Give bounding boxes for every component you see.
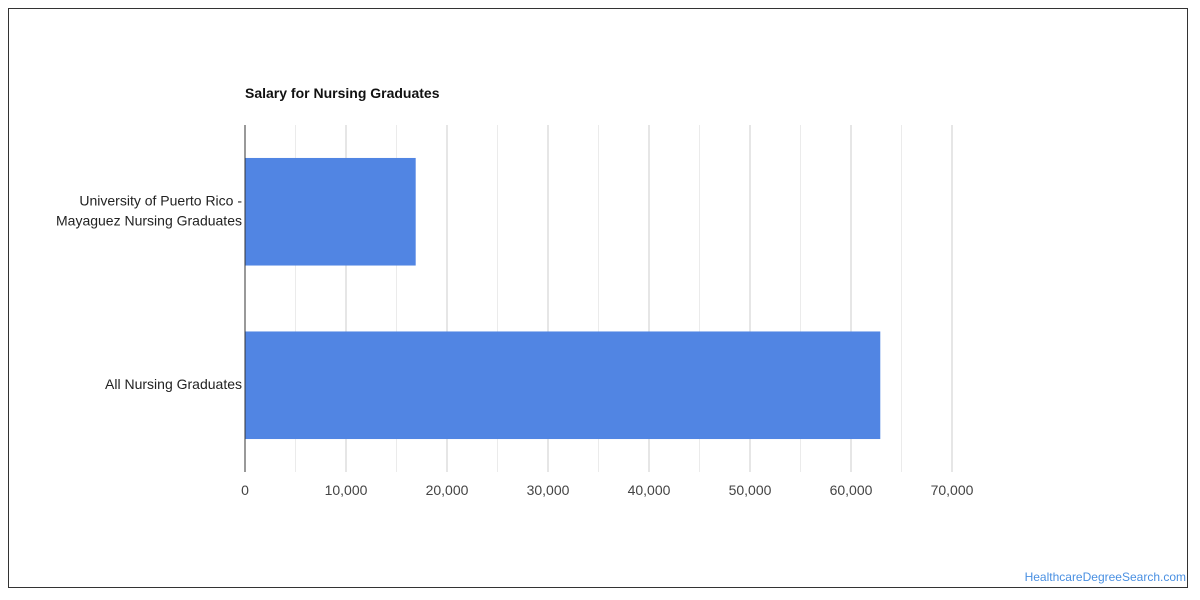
x-tick-label: 20,000 <box>426 482 469 498</box>
bar-1 <box>245 331 881 440</box>
x-tick-label: 30,000 <box>527 482 570 498</box>
bar-0 <box>245 157 416 266</box>
category-label: All Nursing Graduates <box>105 376 242 392</box>
x-tick-label: 70,000 <box>931 482 974 498</box>
x-tick-label: 40,000 <box>628 482 671 498</box>
x-tick-label: 60,000 <box>830 482 873 498</box>
chart-title: Salary for Nursing Graduates <box>245 85 440 101</box>
category-label: Mayaguez Nursing Graduates <box>56 212 242 228</box>
x-tick-label: 10,000 <box>325 482 368 498</box>
x-tick-label: 50,000 <box>729 482 772 498</box>
site-watermark[interactable]: HealthcareDegreeSearch.com <box>1024 570 1186 584</box>
x-tick-label: 0 <box>241 482 249 498</box>
category-label: University of Puerto Rico - <box>79 192 242 208</box>
